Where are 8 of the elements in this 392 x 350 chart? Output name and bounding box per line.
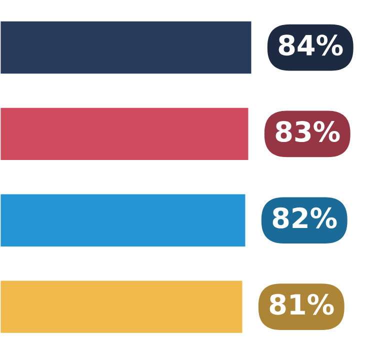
data-label: 84% [278,34,343,56]
data-label: 81% [270,294,334,315]
data-label: 82% [272,207,337,228]
data-label: 83% [276,121,340,142]
bar [0,192,247,248]
bar [0,20,253,76]
bar [0,279,244,334]
bar [0,106,250,162]
